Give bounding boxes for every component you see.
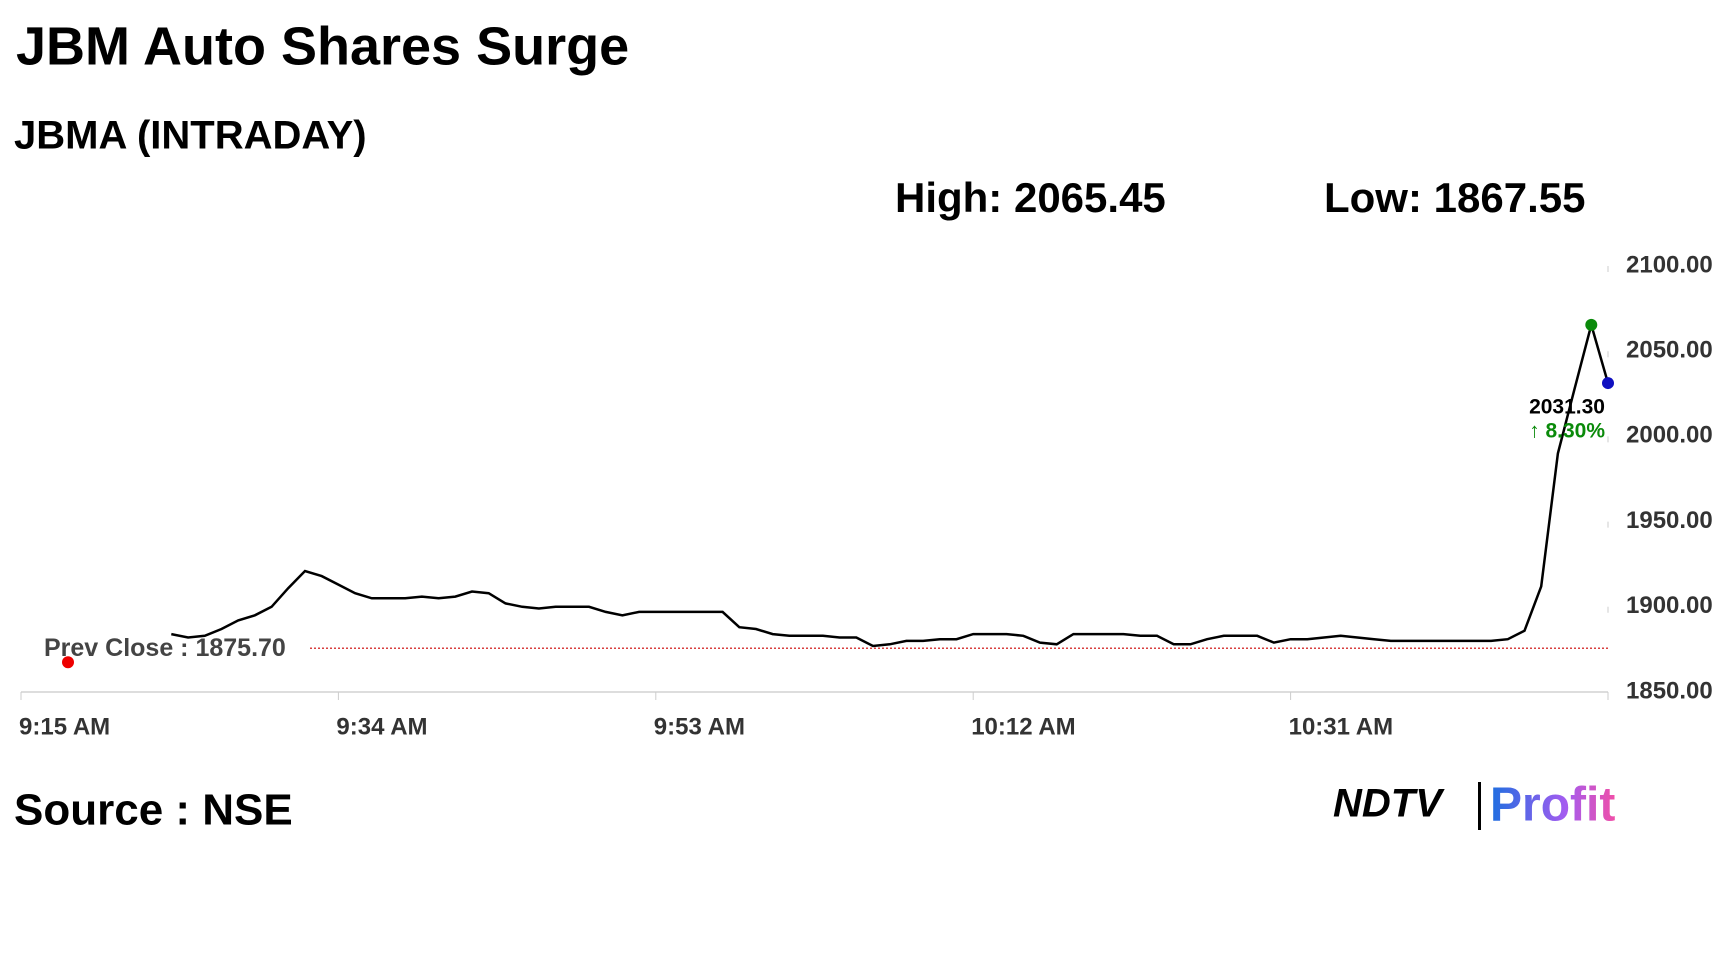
change-label: ↑ 8.30% bbox=[1529, 420, 1605, 443]
x-tick-label: 10:12 AM bbox=[971, 713, 1075, 740]
logo-divider bbox=[1478, 782, 1481, 830]
y-tick-label: 1850.00 bbox=[1626, 677, 1713, 704]
price-line bbox=[171, 320, 1610, 648]
high-dot bbox=[1585, 318, 1598, 331]
x-tick-label: 10:31 AM bbox=[1289, 713, 1393, 740]
source: Source : NSE bbox=[14, 786, 293, 835]
low-label: Low: 1867.55 bbox=[1324, 174, 1585, 221]
last-price-label: 2031.30 bbox=[1529, 396, 1605, 419]
prev-close-label: Prev Close : 1875.70 bbox=[44, 634, 286, 662]
y-tick-label: 2100.00 bbox=[1626, 251, 1713, 278]
x-tick-label: 9:34 AM bbox=[336, 713, 427, 740]
prev-close-dot bbox=[62, 656, 74, 669]
logo-right: Profit bbox=[1490, 779, 1615, 832]
y-tick-label: 2000.00 bbox=[1626, 422, 1713, 449]
last-dot bbox=[1602, 377, 1614, 390]
chart-subtitle: JBMA (INTRADAY) bbox=[14, 114, 367, 158]
y-tick-label: 1900.00 bbox=[1626, 592, 1713, 619]
x-tick-label: 9:15 AM bbox=[19, 713, 110, 740]
high-label: High: 2065.45 bbox=[895, 174, 1166, 221]
logo-left: NDTV bbox=[1333, 782, 1445, 826]
logo: NDTV Profit bbox=[1333, 779, 1615, 832]
y-tick-label: 1950.00 bbox=[1626, 507, 1713, 534]
x-tick-label: 9:53 AM bbox=[654, 713, 745, 740]
chart-title: JBM Auto Shares Surge bbox=[16, 16, 629, 76]
y-tick-label: 2050.00 bbox=[1626, 337, 1713, 364]
